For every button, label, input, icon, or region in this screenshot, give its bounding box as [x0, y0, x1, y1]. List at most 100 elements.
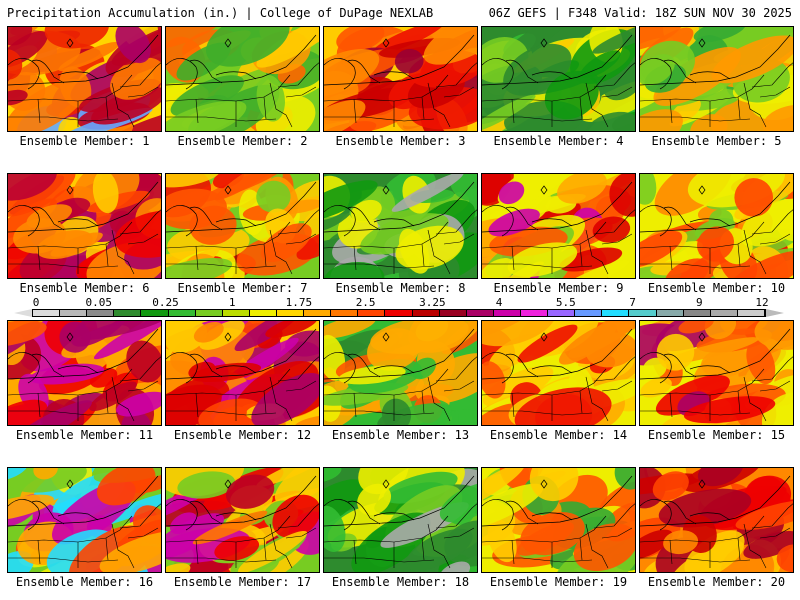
ensemble-map-panel: [7, 26, 162, 132]
ensemble-member-label: Ensemble Member: 1: [19, 134, 150, 148]
precip-map: [166, 27, 319, 131]
precip-map: [324, 321, 477, 425]
ensemble-map-panel: [7, 467, 162, 573]
ensemble-member-label: Ensemble Member: 6: [19, 281, 150, 295]
ensemble-map-panel: [165, 26, 320, 132]
legend-color-swatch: [710, 310, 738, 316]
ensemble-member-label: Ensemble Member: 7: [177, 281, 308, 295]
precip-map: [482, 321, 635, 425]
legend-color-swatch: [168, 310, 196, 316]
precip-map: [8, 27, 161, 131]
ensemble-member-label: Ensemble Member: 18: [331, 575, 470, 589]
precip-map: [324, 174, 477, 278]
legend-tick-label: 4: [495, 296, 503, 309]
ensemble-member-label: Ensemble Member: 9: [493, 281, 624, 295]
ensemble-map-panel: [7, 173, 162, 279]
legend-color-swatch: [629, 310, 657, 316]
ensemble-member-label: Ensemble Member: 20: [647, 575, 786, 589]
legend-color-swatch: [439, 310, 467, 316]
legend-color-swatch: [141, 310, 169, 316]
ensemble-map-panel: [481, 26, 636, 132]
ensemble-member-label: Ensemble Member: 4: [493, 134, 624, 148]
ensemble-member-label: Ensemble Member: 5: [651, 134, 782, 148]
legend-color-swatch: [575, 310, 603, 316]
precip-map: [640, 321, 793, 425]
legend-tick-label: 9: [695, 296, 703, 309]
ensemble-member-label: Ensemble Member: 11: [15, 428, 154, 442]
run-info: 06Z GEFS | F348 Valid: 18Z SUN NOV 30 20…: [488, 6, 792, 20]
legend-color-swatch: [493, 310, 521, 316]
ensemble-map-panel: [639, 467, 794, 573]
precip-map: [482, 468, 635, 572]
legend-color-swatch: [466, 310, 494, 316]
ensemble-map-panel: [165, 173, 320, 279]
color-legend: 0 0.05 0.25 1 1.75 2.5 3.25 4 5.5 7 9 12: [10, 296, 790, 320]
ensemble-map-panel: [7, 320, 162, 426]
ensemble-member-label: Ensemble Member: 13: [331, 428, 470, 442]
ensemble-map-panel: [639, 26, 794, 132]
precip-map: [166, 174, 319, 278]
legend-tick-label: 0: [32, 296, 40, 309]
ensemble-map-panel: [481, 320, 636, 426]
ensemble-map-panel: [323, 173, 478, 279]
ensemble-member-label: Ensemble Member: 10: [647, 281, 786, 295]
legend-color-swatch: [358, 310, 386, 316]
legend-color-swatch: [195, 310, 223, 316]
ensemble-member-label: Ensemble Member: 16: [15, 575, 154, 589]
ensemble-map-panel: [165, 320, 320, 426]
ensemble-member-label: Ensemble Member: 2: [177, 134, 308, 148]
legend-right-arrow: [766, 309, 784, 317]
ensemble-map-panel: [481, 173, 636, 279]
legend-color-swatch: [331, 310, 359, 316]
precip-map: [324, 468, 477, 572]
legend-color-swatch: [87, 310, 115, 316]
ensemble-map-panel: [481, 467, 636, 573]
legend-color-swatch: [249, 310, 277, 316]
ensemble-member-label: Ensemble Member: 15: [647, 428, 786, 442]
legend-color-swatch: [548, 310, 576, 316]
ensemble-map-panel: [323, 26, 478, 132]
legend-color-swatch: [33, 310, 61, 316]
legend-color-swatch: [222, 310, 250, 316]
legend-tick-label: 0.25: [152, 296, 179, 309]
ensemble-map-panel: [323, 320, 478, 426]
precip-map: [640, 174, 793, 278]
legend-color-swatch: [602, 310, 630, 316]
precip-map: [166, 321, 319, 425]
legend-tick-label: 7: [629, 296, 636, 309]
precip-map: [482, 27, 635, 131]
precip-map: [324, 27, 477, 131]
legend-tick-label: 1.75: [285, 296, 313, 309]
legend-color-swatch: [60, 310, 88, 316]
precip-map: [640, 27, 793, 131]
legend-tick-label: 0.05: [85, 296, 112, 309]
ensemble-member-label: Ensemble Member: 3: [335, 134, 466, 148]
legend-color-swatch: [412, 310, 440, 316]
legend-left-arrow: [14, 309, 32, 317]
ensemble-map-panel: [639, 320, 794, 426]
legend-tick-label: 3.25: [419, 296, 446, 309]
ensemble-member-label: Ensemble Member: 8: [335, 281, 466, 295]
legend-color-swatch: [304, 310, 332, 316]
legend-color-swatch: [276, 310, 305, 316]
precip-map: [640, 468, 793, 572]
page-title: Precipitation Accumulation (in.) | Colle…: [7, 6, 434, 20]
ensemble-member-label: Ensemble Member: 17: [173, 575, 312, 589]
legend-color-bar: [32, 309, 766, 317]
precip-map: [8, 174, 161, 278]
legend-color-swatch: [737, 310, 765, 316]
legend-color-swatch: [520, 310, 549, 316]
legend-color-swatch: [683, 310, 711, 316]
ensemble-map-panel: [323, 467, 478, 573]
precip-map: [166, 468, 319, 572]
legend-tick-label: 5.5: [555, 296, 576, 309]
legend-color-swatch: [656, 310, 684, 316]
legend-color-swatch: [114, 310, 142, 316]
precip-map: [8, 468, 161, 572]
legend-tick-label: 12: [755, 296, 769, 309]
ensemble-member-label: Ensemble Member: 19: [489, 575, 628, 589]
ensemble-map-panel: [639, 173, 794, 279]
legend-tick-label: 1: [228, 296, 236, 309]
precip-map: [8, 321, 161, 425]
ensemble-member-label: Ensemble Member: 14: [489, 428, 628, 442]
